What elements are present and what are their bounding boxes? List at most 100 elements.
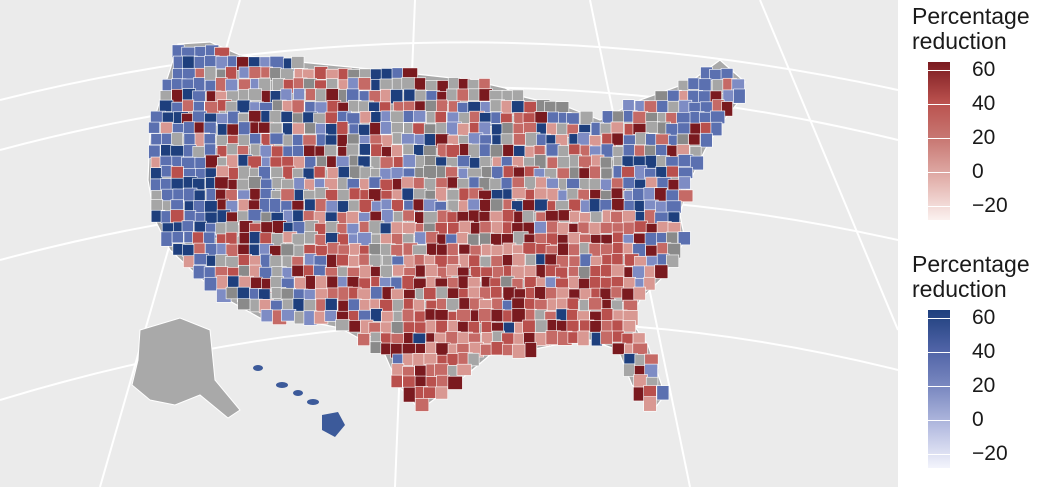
county-patch (423, 353, 438, 365)
county-patch (315, 88, 328, 103)
county-patch (291, 99, 305, 114)
county-patch (148, 144, 161, 159)
county-patch (710, 121, 723, 137)
county-patch (357, 333, 371, 346)
county-patch (633, 286, 646, 301)
county-patch (247, 209, 263, 222)
county-patch (457, 155, 471, 168)
county-patch (611, 253, 624, 266)
county-patch (392, 264, 406, 277)
county-patch (522, 210, 535, 224)
county-patch (305, 88, 317, 101)
county-patch (633, 220, 648, 233)
legend-red-tick-label: 60 (972, 58, 996, 81)
county-patch (457, 123, 470, 137)
county-patch (665, 254, 680, 268)
county-patch (522, 242, 537, 255)
county-patch (479, 220, 493, 234)
legend-blue-colorbar (928, 310, 950, 468)
county-patch (193, 220, 207, 233)
county-patch (369, 341, 382, 354)
legend-red-tick (928, 206, 950, 207)
county-patch (700, 132, 713, 148)
legend-blue-tick-label: 0 (972, 408, 984, 431)
county-patch (490, 198, 504, 213)
county-patch (479, 286, 492, 300)
county-patch (325, 189, 339, 202)
legend-blue: Percentage reduction 60 40 20 0 −20 (912, 252, 1058, 470)
county-patch (424, 99, 438, 113)
county-patch (502, 144, 515, 157)
county-patch (227, 110, 240, 125)
county-patch (546, 232, 559, 246)
county-patch (203, 266, 217, 279)
county-patch (337, 189, 352, 202)
county-patch (456, 88, 469, 102)
county-patch (359, 143, 371, 156)
legend-red-tick (928, 70, 950, 71)
county-patch (390, 221, 405, 235)
county-patch (689, 122, 702, 136)
county-patch (676, 144, 690, 156)
county-patch (557, 242, 570, 257)
county-patch (346, 88, 360, 103)
county-patch (314, 198, 328, 213)
county-patch (689, 155, 704, 171)
county-patch (666, 165, 679, 178)
county-patch (611, 132, 624, 146)
county-patch (182, 99, 195, 112)
county-patch (677, 231, 691, 246)
county-patch (622, 210, 636, 223)
county-patch (434, 111, 447, 124)
us-county-map (0, 0, 898, 487)
county-patch (390, 374, 403, 388)
county-patch (160, 121, 173, 136)
county-patch (160, 165, 173, 178)
county-patch (182, 244, 196, 257)
county-patch (588, 297, 603, 311)
county-patch (181, 156, 197, 170)
county-patch (622, 320, 636, 333)
county-patch (534, 111, 549, 124)
county-patch (280, 309, 297, 322)
county-patch (370, 308, 383, 322)
county-patch (467, 321, 480, 334)
county-patch (566, 309, 579, 322)
county-patch (612, 342, 627, 355)
county-patch (479, 143, 491, 158)
county-patch (326, 167, 339, 180)
legend-red-tick (928, 104, 950, 105)
county-patch (721, 101, 733, 117)
county-patch (643, 396, 657, 412)
county-patch (458, 243, 471, 256)
county-patch (456, 232, 469, 245)
county-patch (380, 121, 392, 135)
county-patch (436, 99, 448, 113)
county-patch (250, 276, 263, 290)
county-patch (568, 243, 581, 256)
county-patch (611, 198, 625, 211)
county-patch (666, 231, 678, 244)
county-patch (568, 210, 582, 223)
legend-red-title-line2: reduction (912, 28, 1007, 54)
county-patch (401, 77, 416, 91)
county-patch (214, 176, 230, 190)
county-patch (623, 363, 636, 377)
legend-red-tick-label: −20 (972, 194, 1008, 217)
legend-red-colorbar (928, 62, 950, 220)
county-patch (148, 121, 160, 134)
county-patch (269, 198, 281, 214)
county-patch (291, 56, 305, 69)
county-patch (456, 363, 472, 376)
county-patch (414, 231, 427, 245)
county-patch (314, 66, 329, 80)
county-patch (269, 132, 285, 145)
county-patch (260, 309, 273, 323)
county-patch (335, 319, 350, 331)
county-patch (622, 176, 636, 189)
county-patch (292, 122, 305, 135)
county-patch (293, 88, 305, 101)
legend-blue-tick-label: 60 (972, 306, 996, 329)
legend-blue-title-line2: reduction (912, 276, 1007, 302)
legend-blue-title-line1: Percentage (912, 251, 1030, 277)
